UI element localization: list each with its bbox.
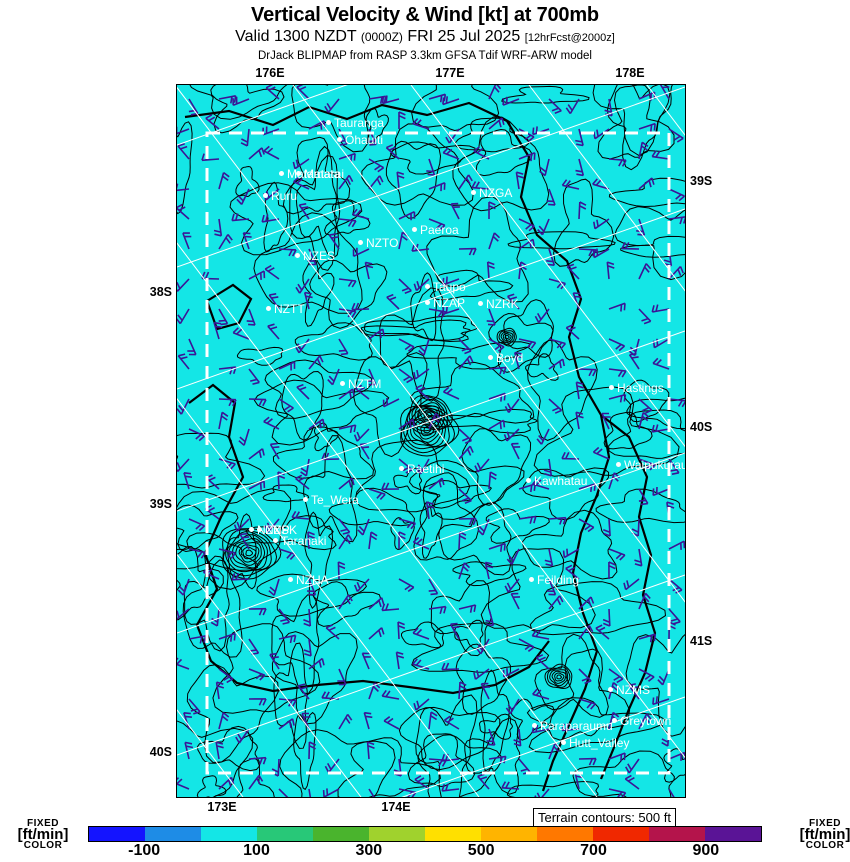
colorbar[interactable] xyxy=(88,826,762,842)
lat-tick-right-40S: 40S xyxy=(690,420,713,434)
lon-tick-top-177E: 177E xyxy=(435,66,465,80)
chart-header: Vertical Velocity & Wind [kt] at 700mb V… xyxy=(0,0,850,63)
forecast-map[interactable]: Tauranga Ohauiti Matamata Matarai Ruru NZGA Pa… xyxy=(176,84,686,798)
colorbar-tick-500: 500 xyxy=(467,842,495,859)
colorbar-tick-labels: -100 100 300 500 700 900 xyxy=(88,842,762,862)
colorbar-segment-10 xyxy=(649,827,705,841)
lat-tick-left-39S: 39S xyxy=(149,497,172,511)
colorbar-fixed-label-left: FIXED xyxy=(27,818,59,829)
colorbar-tick-100: 100 xyxy=(243,842,270,859)
colorbar-segment-6 xyxy=(425,827,481,841)
valid-time-line: Valid 1300 NZDT (0000Z) FRI 25 Jul 2025 … xyxy=(0,27,850,48)
colorbar-tick-300: 300 xyxy=(355,842,383,859)
colorbar-units-label-left: [ft/min] xyxy=(17,826,69,843)
colorbar-segment-2 xyxy=(201,827,257,841)
lat-tick-right-39S: 39S xyxy=(690,174,713,188)
valid-local-time: Valid 1300 NZDT xyxy=(235,28,357,45)
lon-tick-top-176E: 176E xyxy=(255,66,285,80)
colorbar-segment-5 xyxy=(369,827,425,841)
colorbar-segment-4 xyxy=(313,827,369,841)
page-title: Vertical Velocity & Wind [kt] at 700mb xyxy=(251,4,599,26)
colorbar-segment-9 xyxy=(593,827,649,841)
colorbar-segment-11 xyxy=(705,827,761,841)
valid-utc-time: (0000Z) xyxy=(360,30,403,44)
valid-date: FRI 25 Jul 2025 xyxy=(407,28,521,45)
colorbar-color-label-right: COLOR xyxy=(805,840,845,851)
colorbar-units-right: FIXED [ft/min] COLOR xyxy=(786,818,850,851)
colorbar-segment-8 xyxy=(537,827,593,841)
colorbar-units-label-right: [ft/min] xyxy=(799,826,850,843)
lat-tick-right-41S: 41S xyxy=(690,634,713,648)
colorbar-color-label-left: COLOR xyxy=(23,840,63,851)
colorbar-segment-7 xyxy=(481,827,537,841)
colorbar-segment-1 xyxy=(145,827,201,841)
lat-tick-left-38S: 38S xyxy=(149,285,172,299)
colorbar-units-left: FIXED [ft/min] COLOR xyxy=(4,818,82,851)
model-line: DrJack BLIPMAP from RASP 3.3km GFSA Tdif… xyxy=(257,50,592,62)
colorbar-segment-3 xyxy=(257,827,313,841)
terrain-contour-label: Terrain contours: 500 ft xyxy=(538,810,671,825)
colorbar-fixed-label-right: FIXED xyxy=(809,818,841,829)
map-canvas xyxy=(177,85,685,797)
terrain-contour-note: Terrain contours: 500 ft xyxy=(533,808,676,828)
lon-tick-bottom-173E: 173E xyxy=(207,800,237,814)
colorbar-tick--100: -100 xyxy=(128,842,161,859)
lat-tick-left-40S: 40S xyxy=(149,745,172,759)
colorbar-tick-700: 700 xyxy=(580,842,607,859)
colorbar-tick-900: 900 xyxy=(692,842,720,859)
forecast-tag: [12hrFcst@2000z] xyxy=(524,32,615,44)
lon-tick-bottom-174E: 174E xyxy=(381,800,411,814)
lon-tick-top-178E: 178E xyxy=(615,66,645,80)
colorbar-segment-0 xyxy=(89,827,145,841)
